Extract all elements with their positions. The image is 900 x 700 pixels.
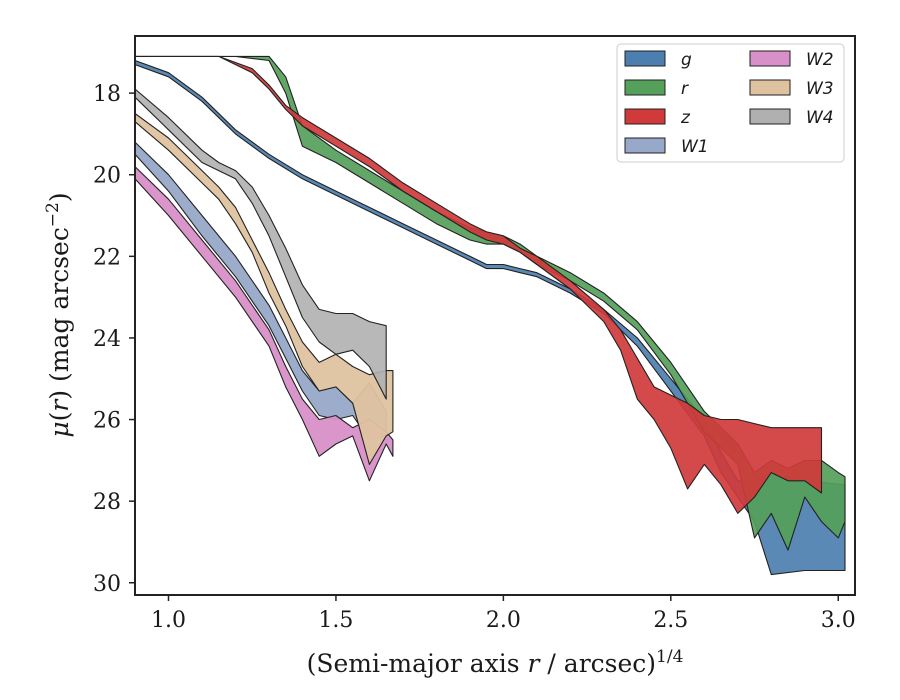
legend-swatch-z bbox=[624, 108, 666, 125]
legend-swatch-w4 bbox=[749, 108, 791, 125]
y-tick-label: 20 bbox=[93, 164, 121, 189]
legend-swatch-w2 bbox=[749, 50, 791, 67]
x-tick-label: 2.0 bbox=[486, 608, 521, 633]
legend-label-z: z bbox=[680, 108, 691, 128]
band-z bbox=[134, 55, 823, 514]
legend-swatch-g bbox=[624, 50, 666, 67]
x-axis: 1.0 1.5 2.0 2.5 3.0 bbox=[151, 595, 856, 633]
legend-swatch-w1 bbox=[624, 137, 666, 154]
x-tick-label: 2.5 bbox=[653, 608, 688, 633]
x-tick-label: 1.0 bbox=[151, 608, 186, 633]
plot-frame bbox=[134, 35, 856, 596]
y-tick-label: 30 bbox=[93, 572, 121, 597]
legend-swatch-r bbox=[624, 79, 666, 96]
legend-label-w4: W4 bbox=[806, 108, 834, 128]
y-tick-label: 28 bbox=[93, 490, 121, 515]
legend-label-w3: W3 bbox=[806, 79, 834, 99]
legend-label-r: r bbox=[681, 79, 689, 99]
profile-bands bbox=[134, 55, 846, 576]
band-w2 bbox=[134, 166, 394, 482]
x-axis-title: (Semi-major axis r / arcsec)1/4 bbox=[307, 647, 684, 678]
legend-frame bbox=[616, 43, 845, 163]
legend-label-w1: W1 bbox=[681, 137, 709, 157]
band-g bbox=[134, 59, 846, 576]
legend: grz W1 W2 W3 W4 bbox=[616, 43, 845, 163]
legend-label-g: g bbox=[681, 50, 692, 70]
band-w3 bbox=[134, 112, 394, 465]
x-tick-label: 3.0 bbox=[821, 608, 856, 633]
y-tick-label: 22 bbox=[93, 245, 121, 270]
y-axis-title: μ(r) (mag arcsec−2) bbox=[43, 192, 74, 437]
legend-swatch-w3 bbox=[749, 79, 791, 96]
y-axis: 18 20 22 24 26 28 30 bbox=[93, 82, 135, 597]
y-tick-label: 18 bbox=[93, 82, 121, 107]
x-tick-label: 1.5 bbox=[318, 608, 353, 633]
legend-label-w2: W2 bbox=[806, 50, 834, 70]
y-tick-label: 26 bbox=[93, 409, 121, 434]
band-w4 bbox=[134, 88, 387, 400]
y-tick-label: 24 bbox=[93, 327, 121, 352]
